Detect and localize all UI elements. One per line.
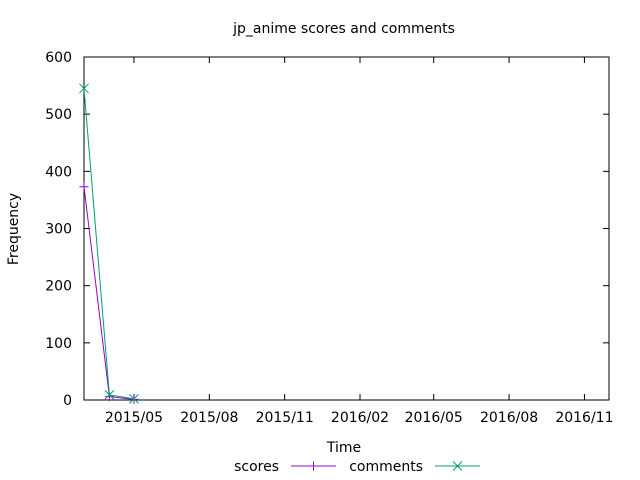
y-tick-label: 500 [45,107,72,123]
series-comments [79,83,139,404]
legend-item-scores: scores [234,459,336,475]
y-tick-label: 200 [45,279,72,295]
x-tick-label: 2015/05 [105,410,163,426]
x-tick-label: 2016/11 [555,410,613,426]
x-tick-label: 2015/11 [256,410,314,426]
legend-label: comments [349,459,423,475]
x-axis-label: Time [326,440,361,456]
y-axis: 0 100 200 300 400 500 600 [45,50,609,409]
y-tick-label: 100 [45,336,72,352]
plot-border [83,56,610,401]
y-axis-label: Frequency [6,193,22,265]
y-tick-label: 600 [45,50,72,66]
legend: scores comments [234,459,480,475]
plot-frame [83,56,610,401]
x-tick-label: 2015/08 [180,410,238,426]
data-point [104,390,115,400]
x-tick-label: 2016/02 [331,410,389,426]
data-point [79,83,89,94]
series-layer [79,83,139,404]
data-point [79,182,89,192]
series-scores [79,182,139,404]
legend-item-comments: comments [349,459,480,475]
series-line [83,186,135,400]
data-point [129,394,139,404]
x-axis: 2015/05 2015/08 2015/11 2016/02 2016/05 2016/… [105,57,614,426]
series-line [83,88,135,400]
data-point [309,461,318,471]
x-tick-label: 2016/08 [480,410,538,426]
chart-title: jp_anime scores and comments [232,21,455,37]
legend-label: scores [234,459,279,475]
y-tick-label: 400 [45,164,72,180]
x-tick-label: 2016/05 [405,410,463,426]
y-tick-label: 0 [63,393,72,409]
data-point [452,461,463,471]
y-tick-label: 300 [45,222,72,238]
